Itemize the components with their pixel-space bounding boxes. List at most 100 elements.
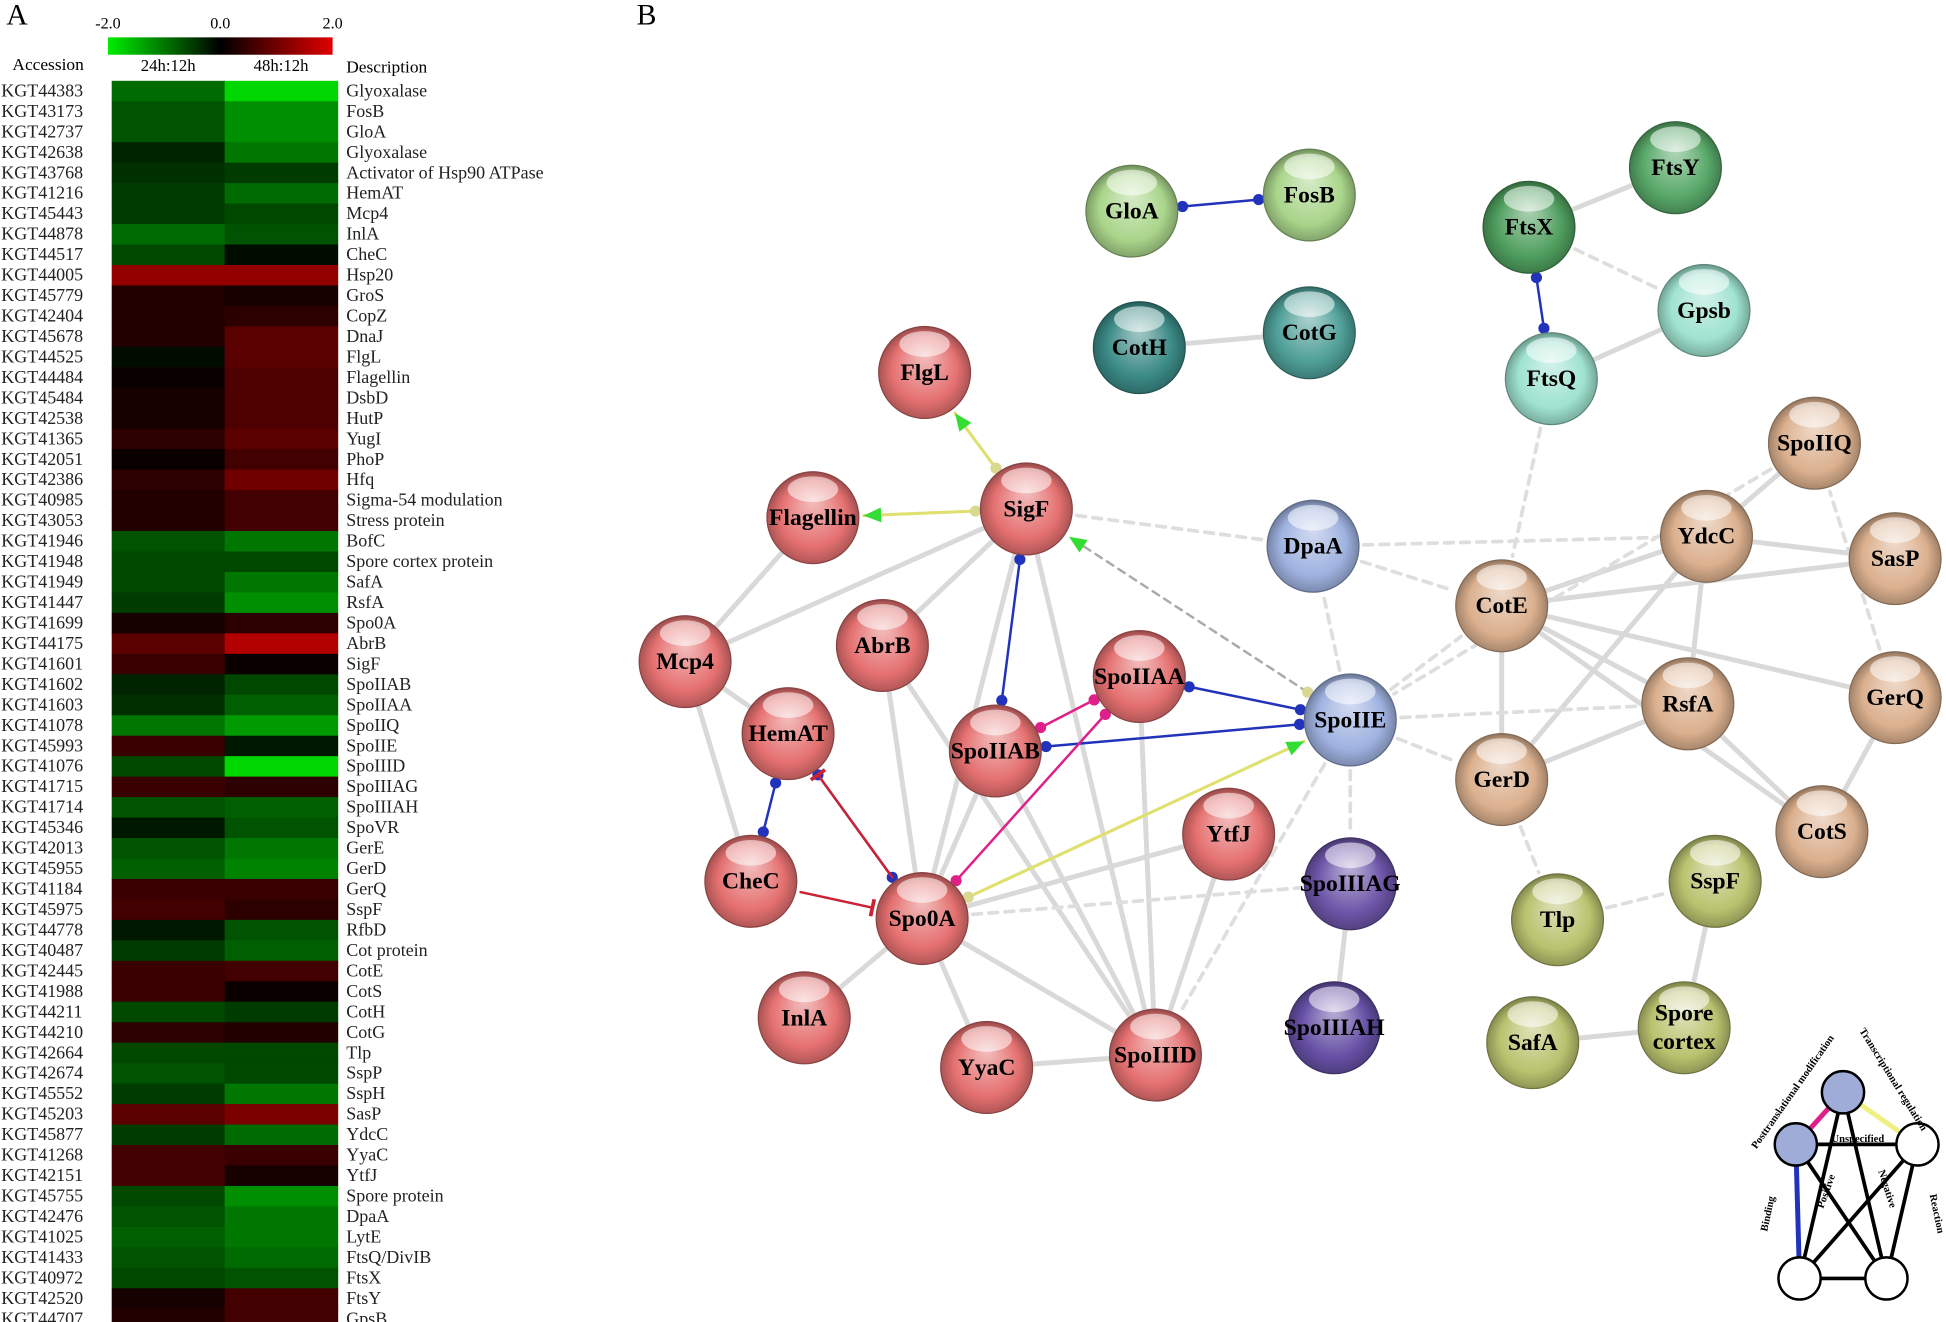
description: GpsB	[346, 1308, 387, 1322]
accession: KGT45993	[1, 735, 83, 755]
heatmap-cell	[111, 1165, 226, 1187]
edge	[862, 509, 978, 518]
node-label: FtsY	[1651, 154, 1700, 181]
accession: KGT44383	[1, 80, 83, 100]
heatmap-cell	[111, 1022, 226, 1044]
node-sphere	[1482, 180, 1576, 274]
description: CopZ	[346, 306, 387, 326]
accession: KGT41078	[1, 715, 83, 735]
heatmap-cell	[224, 694, 339, 716]
node-highlight	[1287, 504, 1339, 531]
legend-label: Binding	[1759, 1195, 1777, 1233]
node-sphere	[638, 615, 732, 709]
edge-end	[757, 826, 769, 838]
heatmap-cell	[224, 1165, 339, 1187]
heatmap-cell	[224, 981, 339, 1003]
heatmap-cell	[111, 899, 226, 921]
accession: KGT42538	[1, 408, 83, 428]
heatmap-cell	[111, 981, 226, 1003]
node: Mcp4	[638, 615, 732, 709]
heatmap-cell	[224, 1001, 339, 1023]
node-label-box: FtsY	[1620, 130, 1732, 204]
node-label: SpoIIIAG	[1299, 870, 1401, 897]
node-sphere	[1287, 981, 1381, 1075]
description: SpoVR	[346, 817, 399, 837]
heatmap-cell	[224, 1022, 339, 1044]
heatmap-cell	[111, 1124, 226, 1146]
heatmap-cell	[224, 1124, 339, 1146]
edge-end	[950, 875, 962, 887]
colorbar-tick-label: 0.0	[210, 16, 230, 33]
node-label: CotE	[1475, 592, 1528, 619]
node-sphere	[1303, 837, 1397, 931]
description: RsfA	[346, 592, 384, 612]
edge	[1044, 723, 1301, 748]
accession: KGT41603	[1, 694, 83, 714]
node-label: GerD	[1473, 766, 1530, 793]
accession: KGT40487	[1, 940, 83, 960]
description: SspH	[346, 1083, 385, 1103]
heatmap-cell	[224, 674, 339, 696]
edge-arrow	[863, 507, 882, 523]
heatmap-cell	[224, 326, 339, 348]
heatmap-cell	[224, 142, 339, 164]
accession: KGT44211	[1, 1001, 82, 1021]
accession: KGT45877	[1, 1124, 83, 1144]
node: RsfA	[1632, 657, 1744, 751]
heatmap-cell	[224, 244, 339, 266]
node: SspF	[1668, 834, 1762, 928]
edge	[1510, 426, 1543, 558]
node-highlight	[1308, 986, 1360, 1013]
heatmap-cell	[224, 490, 339, 512]
legend-line	[1841, 1091, 1889, 1279]
heatmap-cell	[224, 1247, 339, 1269]
node-sphere	[704, 834, 798, 928]
description: DsbD	[346, 387, 388, 407]
description: Hfq	[346, 469, 374, 489]
edge	[1499, 533, 1709, 783]
node-label-box: Flagellin	[757, 480, 869, 554]
node-label-box: FtsX	[1473, 190, 1585, 264]
description: SpoIIQ	[346, 715, 399, 735]
legend-line	[1794, 1143, 1888, 1280]
node: Flagellin	[757, 471, 869, 565]
node-label-box: SigF	[971, 472, 1083, 546]
description: YyaC	[346, 1145, 388, 1165]
node-label-box: GloA	[1076, 174, 1188, 248]
heatmap-cell	[224, 551, 339, 573]
node-sphere	[1641, 657, 1735, 751]
description: YugI	[346, 428, 381, 448]
edge-end	[1099, 708, 1111, 720]
node-label: SpoIIIAH	[1283, 1014, 1385, 1041]
legend-line	[1798, 1143, 1919, 1280]
node-label-box: DpaA	[1257, 509, 1369, 583]
node-label-box: RsfA	[1632, 667, 1744, 741]
accession: KGT41948	[1, 551, 83, 571]
node: SpoIIAA	[1092, 629, 1186, 724]
heatmap-cell	[111, 1267, 226, 1289]
legend-label: Reaction	[1927, 1193, 1946, 1234]
edge-bar	[868, 898, 877, 917]
description: SspF	[346, 899, 382, 919]
heatmap-cell	[224, 653, 339, 675]
heatmap-cell	[111, 858, 226, 880]
accession: KGT41715	[1, 776, 83, 796]
nodes: GloA FosB FtsX FtsY Gpsb FtsQ CotH CotG FlgL Flag…	[638, 121, 1942, 1114]
accession: KGT44210	[1, 1022, 83, 1042]
heatmap-cell	[111, 387, 226, 409]
node-label-box: InlA	[748, 981, 860, 1055]
node-label-box: SafA	[1477, 1005, 1589, 1079]
edge-end	[1302, 686, 1314, 698]
node-sphere	[1262, 286, 1356, 380]
node-label: Gpsb	[1677, 297, 1731, 324]
heatmap-cell	[111, 264, 226, 287]
heatmap-cell	[111, 1063, 226, 1085]
accession: KGT45484	[1, 387, 83, 407]
accession: KGT41949	[1, 572, 83, 592]
heatmap-cell	[224, 1308, 339, 1322]
node-sphere	[878, 325, 972, 419]
description: SpoIIE	[346, 735, 397, 755]
edge-end	[1530, 271, 1543, 284]
node-label: FtsX	[1504, 214, 1554, 241]
description: RfbD	[346, 919, 386, 939]
